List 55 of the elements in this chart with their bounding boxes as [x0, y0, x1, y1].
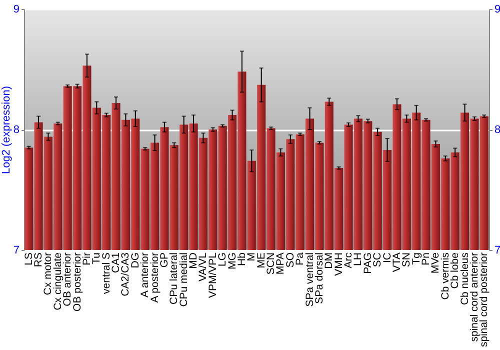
- x-tick-label: CPu lateral: [168, 252, 180, 304]
- x-tick-label: GP: [158, 252, 170, 268]
- x-tick-label: RS: [32, 252, 45, 268]
- x-tick-label: Pa: [294, 252, 306, 266]
- x-tick-label: SN: [400, 252, 413, 268]
- x-tick-label: CA1: [110, 252, 122, 273]
- x-tick-label: DG: [129, 252, 142, 268]
- x-tick-label: LG: [216, 252, 229, 267]
- x-tick-label: OB anterior: [62, 252, 74, 306]
- x-tick-label: SC: [372, 252, 384, 268]
- x-tick-label: SPa dorsal: [313, 252, 326, 304]
- x-tick-label: IC: [381, 252, 394, 263]
- x-tick-label: Cb vermis: [439, 252, 452, 300]
- x-tick-label: Hb: [236, 252, 248, 266]
- x-tick-label: Tu: [90, 252, 103, 264]
- x-tick-label: A anterior: [139, 252, 152, 298]
- y-tick-label: 9: [13, 4, 20, 16]
- x-tick-label: Pir: [80, 252, 93, 266]
- y2-tick-label: 9: [494, 4, 500, 16]
- x-tick-label: VTA: [390, 252, 403, 272]
- x-tick-label: Cb lobe: [449, 252, 462, 289]
- x-tick-label: OB posterior: [71, 252, 84, 312]
- x-tick-label: VA/VL: [197, 252, 210, 282]
- y-axis-title: Log2 (expression): [0, 86, 12, 174]
- x-tick-label: ME: [255, 252, 268, 268]
- x-tick-label: SO: [284, 252, 296, 268]
- y2-tick-label: 8: [494, 124, 500, 136]
- x-tick-label: Pn: [420, 252, 432, 266]
- x-tick-label: CA2/CA3: [120, 252, 132, 296]
- x-tick-label: Arc: [342, 252, 355, 268]
- x-tick-label: LS: [22, 252, 35, 266]
- x-tick-label: MD: [188, 252, 200, 269]
- x-tick-label: Cx cingulate: [52, 252, 64, 310]
- x-tick-label: SCN: [265, 252, 278, 275]
- x-tick-label: Cb nucleus: [458, 252, 471, 306]
- x-tick-label: VMH: [332, 252, 345, 276]
- x-tick-label: LH: [352, 252, 364, 266]
- x-tick-label: A posterior: [148, 252, 161, 303]
- x-tick-label: VPM/VPL: [206, 252, 219, 298]
- x-tick-label: spinal cord posterior: [478, 252, 490, 348]
- x-tick-label: MG: [226, 252, 238, 270]
- x-tick-label: SPa ventral: [304, 252, 316, 307]
- x-tick-label: ventral S: [100, 252, 112, 294]
- y-tick-label: 7: [13, 244, 20, 256]
- x-tick-label: Cx motor: [42, 252, 54, 296]
- x-tick-label: MVe: [430, 252, 442, 274]
- y-tick-label: 8: [13, 124, 20, 136]
- x-tick-label: DM: [323, 252, 336, 269]
- x-tick-label: CPu medial: [178, 252, 190, 307]
- x-tick-label: Tg: [410, 252, 422, 265]
- x-tick-label: spinal cord anterior: [468, 252, 480, 342]
- y2-tick-label: 7: [494, 244, 500, 256]
- x-tick-label: MPA: [274, 252, 287, 274]
- x-tick-label: M: [246, 252, 258, 262]
- x-tick-label: PAG: [362, 252, 374, 274]
